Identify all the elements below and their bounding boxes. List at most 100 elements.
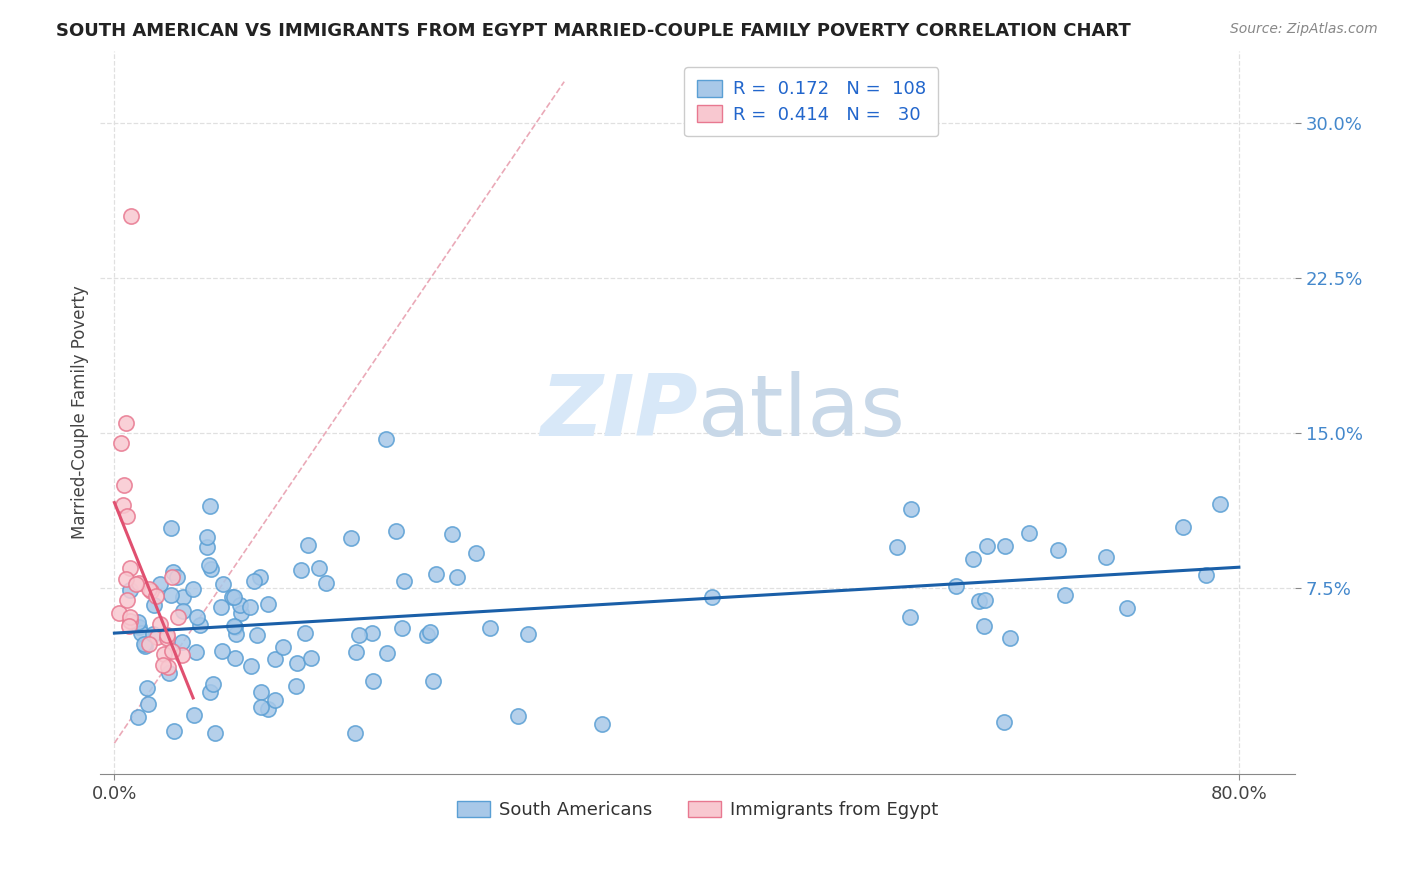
Point [464, 546, 486, 560]
Point [257, 702, 280, 716]
Point [153, 647, 176, 661]
Point [195, 530, 218, 544]
Point [222, 591, 245, 605]
Point [441, 527, 464, 541]
Point [120, 610, 142, 624]
Point [1171, 520, 1194, 534]
Point [120, 614, 142, 628]
Point [249, 569, 271, 583]
Point [1018, 525, 1040, 540]
Point [200, 685, 222, 699]
Point [993, 715, 1015, 730]
Point [224, 651, 246, 665]
Point [188, 618, 211, 632]
Point [138, 582, 160, 597]
Point [967, 594, 990, 608]
Point [446, 569, 468, 583]
Point [346, 645, 368, 659]
Point [132, 637, 155, 651]
Point [419, 625, 441, 640]
Point [1115, 600, 1137, 615]
Point [149, 577, 172, 591]
Point [506, 709, 529, 723]
Point [315, 576, 337, 591]
Point [157, 659, 180, 673]
Point [1095, 549, 1118, 564]
Point [517, 627, 540, 641]
Point [204, 726, 226, 740]
Point [250, 685, 273, 699]
Point [114, 416, 136, 430]
Point [172, 591, 194, 605]
Point [898, 610, 921, 624]
Point [299, 650, 322, 665]
Point [973, 618, 995, 632]
Point [347, 628, 370, 642]
Point [110, 436, 132, 450]
Text: SOUTH AMERICAN VS IMMIGRANTS FROM EGYPT MARRIED-COUPLE FAMILY POVERTY CORRELATIO: SOUTH AMERICAN VS IMMIGRANTS FROM EGYPT … [56, 22, 1130, 40]
Point [139, 584, 162, 599]
Point [211, 600, 233, 615]
Point [162, 565, 184, 579]
Point [120, 209, 142, 223]
Point [145, 589, 167, 603]
Point [339, 531, 361, 545]
Point [425, 566, 447, 581]
Point [159, 520, 181, 534]
Point [108, 606, 131, 620]
Point [361, 626, 384, 640]
Point [115, 508, 138, 523]
Point [117, 592, 139, 607]
Point [152, 658, 174, 673]
Point [127, 709, 149, 723]
Point [201, 676, 224, 690]
Point [900, 501, 922, 516]
Point [142, 627, 165, 641]
Point [308, 560, 330, 574]
Point [131, 626, 153, 640]
Point [120, 582, 142, 597]
Point [212, 576, 235, 591]
Point [1194, 568, 1216, 582]
Point [136, 681, 159, 695]
Point [170, 634, 193, 648]
Point [1209, 498, 1232, 512]
Point [363, 674, 385, 689]
Point [198, 500, 221, 514]
Point [156, 628, 179, 642]
Point [163, 723, 186, 738]
Point [111, 499, 134, 513]
Point [181, 582, 204, 597]
Point [263, 652, 285, 666]
Point [118, 619, 141, 633]
Point [221, 590, 243, 604]
Point [143, 598, 166, 612]
Point [170, 648, 193, 662]
Point [242, 574, 264, 589]
Point [197, 540, 219, 554]
Point [128, 576, 150, 591]
Point [186, 645, 208, 659]
Point [391, 621, 413, 635]
Point [146, 631, 169, 645]
Point [127, 615, 149, 629]
Point [225, 627, 247, 641]
Point [973, 593, 995, 607]
Point [374, 432, 396, 446]
Text: ZIP: ZIP [540, 371, 697, 454]
Point [1047, 542, 1070, 557]
Point [284, 679, 307, 693]
Point [149, 617, 172, 632]
Point [377, 647, 399, 661]
Point [297, 537, 319, 551]
Point [166, 569, 188, 583]
Point [294, 625, 316, 640]
Point [700, 590, 723, 604]
Point [211, 643, 233, 657]
Point [224, 620, 246, 634]
Point [994, 539, 1017, 553]
Point [256, 597, 278, 611]
Point [134, 639, 156, 653]
Point [198, 558, 221, 573]
Point [138, 697, 160, 711]
